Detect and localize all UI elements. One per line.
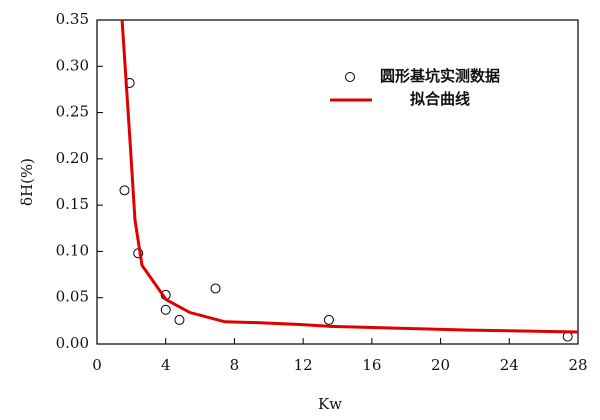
y-tick-label: 0.00: [56, 334, 89, 352]
y-tick-label: 0.20: [56, 149, 89, 167]
x-tick-label: 0: [92, 356, 102, 374]
legend-marker: [345, 72, 355, 82]
y-tick-label: 0.30: [56, 56, 89, 74]
x-tick-label: 24: [500, 356, 519, 374]
data-point: [562, 331, 573, 342]
y-tick-label: 0.25: [56, 103, 89, 121]
data-point: [174, 314, 185, 325]
y-tick-label: 0.15: [56, 195, 89, 213]
data-point: [323, 314, 334, 325]
x-tick-label: 12: [294, 356, 313, 374]
plot-frame: [96, 19, 579, 345]
data-point: [119, 185, 130, 196]
x-tick-label: 28: [568, 356, 587, 374]
x-axis-label: Kw: [318, 395, 342, 413]
y-tick-label: 0.05: [56, 288, 89, 306]
y-tick-label: 0.35: [56, 10, 89, 28]
x-tick-label: 16: [362, 356, 381, 374]
x-tick-label: 20: [431, 356, 450, 374]
x-tick-label: 4: [161, 356, 171, 374]
y-tick-label: 0.10: [56, 241, 89, 259]
data-point: [160, 304, 171, 315]
legend-label: 圆形基坑实测数据: [380, 67, 500, 85]
legend-label: 拟合曲线: [410, 90, 470, 108]
y-axis-label: δH(%): [18, 158, 36, 206]
fit-line: [120, 19, 579, 334]
x-tick-label: 8: [230, 356, 240, 374]
data-point: [210, 283, 221, 294]
